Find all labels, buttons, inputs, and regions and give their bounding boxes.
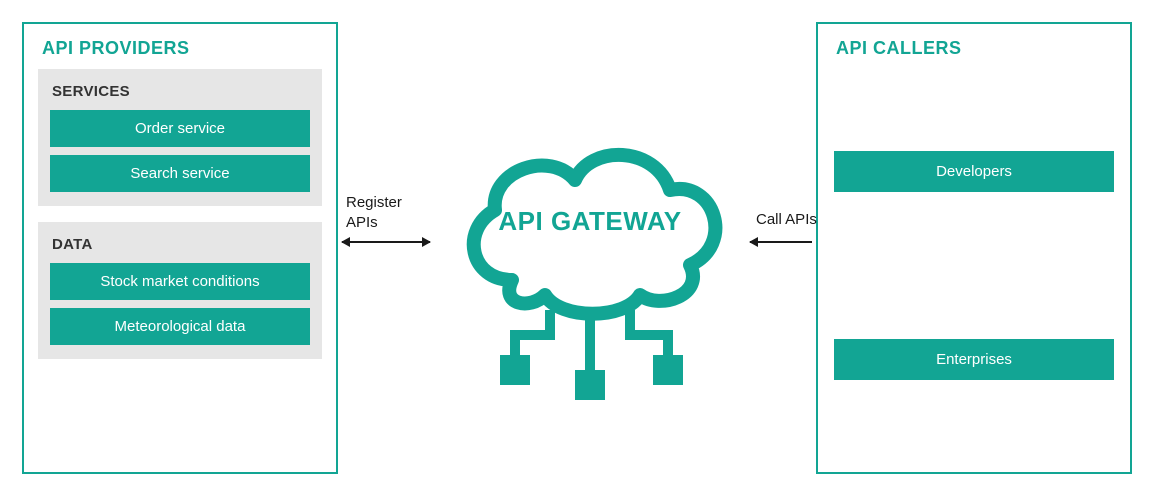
api-providers-panel: API PROVIDERS SERVICESOrder service Searc… (22, 22, 338, 474)
api-providers-body: SERVICESOrder serviceSearch serviceDATAS… (24, 69, 336, 359)
api-callers-body: Developers Enterprises (818, 69, 1130, 469)
provider-group-title: SERVICES (50, 79, 310, 110)
register-apis-label: Register APIs (346, 193, 402, 232)
api-gateway-graphic: API GATEWAY (440, 110, 740, 400)
api-providers-title: API PROVIDERS (24, 24, 336, 69)
provider-group-title: DATA (50, 232, 310, 263)
api-callers-title: API CALLERS (818, 24, 1130, 69)
provider-item: Search service (50, 155, 310, 192)
provider-group: DATAStock market conditions Meteorologica… (38, 222, 322, 359)
provider-item: Meteorological data (50, 308, 310, 345)
provider-group: SERVICESOrder service Search service (38, 69, 322, 206)
call-apis-label: Call APIs (756, 210, 817, 230)
call-apis-arrow (750, 241, 812, 243)
api-gateway-label: API GATEWAY (440, 206, 740, 237)
provider-item: Stock market conditions (50, 263, 310, 300)
register-apis-arrow (342, 241, 430, 243)
caller-item: Developers (834, 151, 1114, 192)
provider-item: Order service (50, 110, 310, 147)
cloud-icon (440, 110, 740, 400)
api-callers-panel: API CALLERS Developers Enterprises (816, 22, 1132, 474)
caller-item: Enterprises (834, 339, 1114, 380)
